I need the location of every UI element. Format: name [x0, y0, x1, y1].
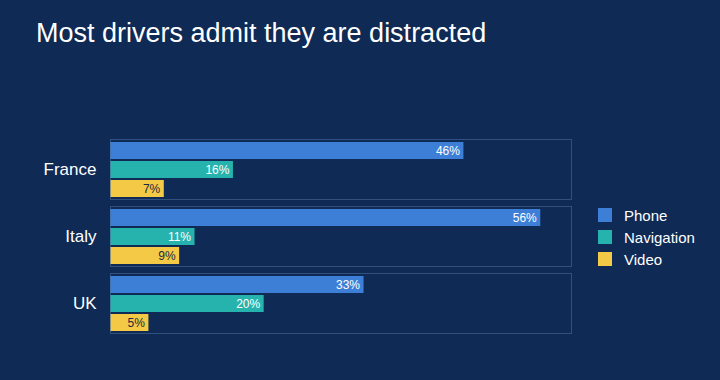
- svg-text:33%: 33%: [336, 278, 360, 292]
- svg-text:UK: UK: [73, 294, 97, 313]
- svg-text:11%: 11%: [168, 230, 191, 244]
- html-text:Most drivers admit they are di: Most drivers admit they are distracted: [36, 18, 487, 48]
- svg-text:Italy: Italy: [65, 227, 97, 246]
- html-text:Navigation: Navigation: [624, 228, 695, 246]
- svg-text:9%: 9%: [158, 249, 176, 263]
- svg-text:20%: 20%: [236, 297, 260, 311]
- svg-text:5%: 5%: [128, 316, 146, 330]
- svg-text:7%: 7%: [143, 182, 161, 196]
- svg-text:France: France: [44, 160, 97, 179]
- svg-text:56%: 56%: [513, 211, 537, 225]
- svg-text:46%: 46%: [436, 144, 460, 158]
- html-text:Phone: Phone: [624, 206, 668, 224]
- svg-text:16%: 16%: [205, 163, 229, 177]
- html-text:Video: Video: [624, 250, 663, 268]
